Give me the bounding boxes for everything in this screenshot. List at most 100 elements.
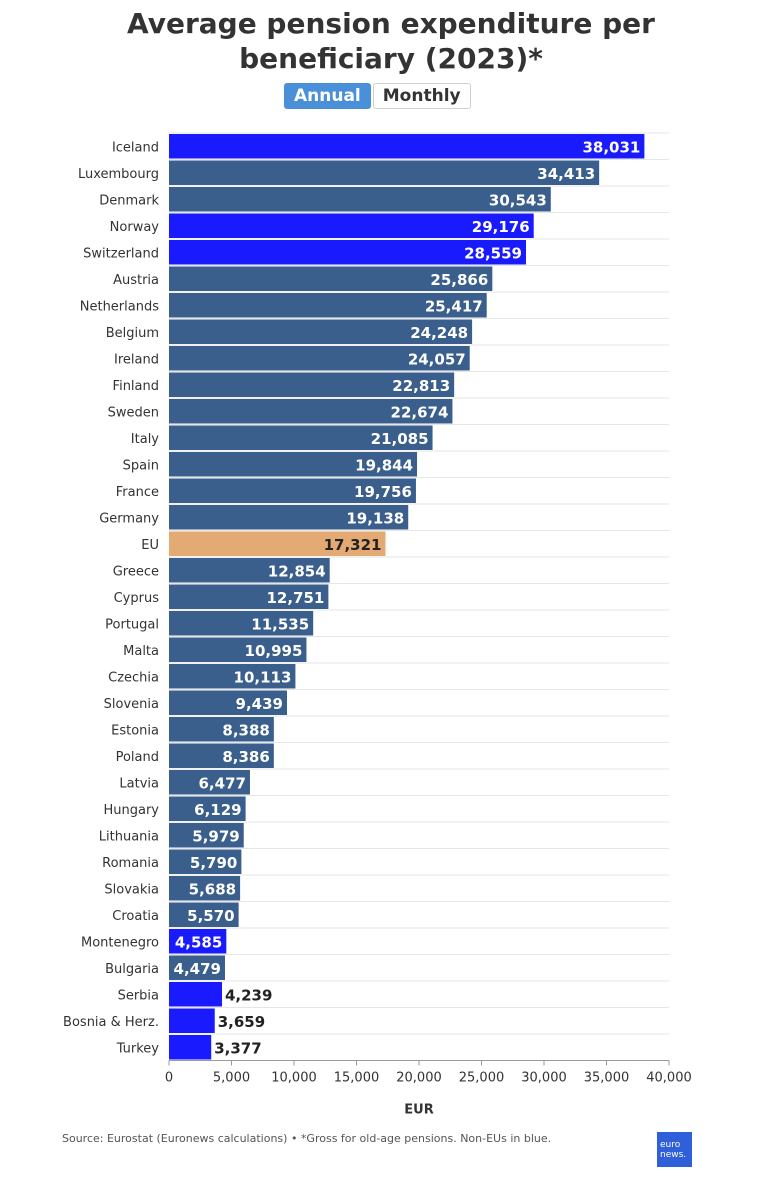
- bar: [169, 319, 473, 344]
- value-label: 19,756: [354, 483, 412, 501]
- category-label: Germany: [99, 511, 159, 526]
- value-label: 5,979: [192, 827, 239, 845]
- bar: [169, 346, 470, 371]
- category-label: Bulgaria: [105, 962, 159, 977]
- category-label: Hungary: [103, 803, 159, 818]
- chart-title-line-1: Average pension expenditure per: [127, 7, 655, 40]
- bar: [169, 770, 250, 795]
- bar: [169, 823, 244, 848]
- bar: [169, 293, 487, 318]
- value-label: 25,866: [430, 271, 488, 289]
- x-tick-label: 20,000: [396, 1071, 442, 1086]
- source-note: Source: Eurostat (Euronews calculations)…: [62, 1132, 552, 1145]
- value-label: 38,031: [582, 138, 640, 156]
- bar: [169, 558, 330, 583]
- value-label: 19,844: [355, 456, 413, 474]
- chart-title-line-2: beneficiary (2023)*: [239, 42, 543, 75]
- x-tick-label: 40,000: [646, 1071, 692, 1086]
- euronews-logo: euro news.: [657, 1132, 692, 1167]
- value-label: 4,479: [174, 960, 221, 978]
- bar: [169, 611, 314, 636]
- bar: [169, 982, 222, 1007]
- category-label: Cyprus: [114, 591, 160, 606]
- value-label: 22,674: [391, 403, 449, 421]
- bar: [169, 1035, 212, 1060]
- bar: [169, 1008, 215, 1033]
- category-label: Spain: [123, 458, 159, 473]
- value-label: 5,570: [187, 907, 234, 925]
- category-label: Norway: [110, 220, 160, 235]
- bar: [169, 531, 386, 556]
- bar: [169, 584, 329, 609]
- x-tick-label: 30,000: [521, 1071, 567, 1086]
- category-label: Belgium: [106, 326, 159, 341]
- value-label: 30,543: [489, 191, 547, 209]
- category-label: Finland: [113, 379, 159, 394]
- monthly-toggle-button[interactable]: Monthly: [372, 83, 471, 109]
- category-label: Denmark: [99, 193, 159, 208]
- value-label: 25,417: [425, 297, 483, 315]
- x-tick-label: 25,000: [459, 1071, 505, 1086]
- bar: [169, 929, 227, 954]
- category-label: Austria: [113, 273, 159, 288]
- bar: [169, 955, 225, 980]
- value-label: 21,085: [371, 430, 429, 448]
- x-tick-label: 5,000: [213, 1071, 250, 1086]
- category-label: Croatia: [112, 909, 159, 924]
- bar: [169, 717, 274, 742]
- bar-chart: Iceland 38,031 Luxembourg 34,413 Denmark 30,5…: [63, 132, 692, 1118]
- category-label: Ireland: [114, 352, 159, 367]
- x-tick-label: 10,000: [271, 1071, 317, 1086]
- category-label: Malta: [123, 644, 159, 659]
- bar: [169, 796, 246, 821]
- bar: [169, 266, 493, 291]
- category-label: Netherlands: [80, 299, 159, 314]
- value-label: 12,751: [266, 589, 324, 607]
- category-label: Switzerland: [83, 246, 159, 261]
- category-label: Poland: [116, 750, 159, 765]
- bar: [169, 849, 242, 874]
- category-label: Serbia: [118, 988, 159, 1003]
- value-label: 8,386: [222, 748, 269, 766]
- x-tick-label: 15,000: [334, 1071, 380, 1086]
- x-tick-label: 0: [165, 1071, 173, 1086]
- value-label: 4,239: [225, 986, 272, 1004]
- value-label: 19,138: [346, 509, 404, 527]
- annual-toggle-button[interactable]: Annual: [284, 83, 371, 109]
- category-label: France: [116, 485, 159, 500]
- bar: [169, 664, 296, 689]
- category-label: Montenegro: [81, 935, 159, 950]
- bar: [169, 425, 433, 450]
- category-label: Romania: [102, 856, 159, 871]
- bar: [169, 876, 241, 901]
- category-label: Sweden: [108, 405, 159, 420]
- value-label: 5,688: [189, 880, 236, 898]
- value-label: 8,388: [222, 721, 269, 739]
- category-label: EU: [141, 538, 159, 553]
- category-label: Slovakia: [104, 882, 159, 897]
- value-label: 17,321: [324, 536, 382, 554]
- bar: [169, 213, 534, 238]
- category-label: Turkey: [116, 1041, 160, 1056]
- bar: [169, 743, 274, 768]
- bar: [169, 187, 551, 212]
- value-label: 4,585: [175, 933, 222, 951]
- bar: [169, 160, 600, 185]
- value-label: 34,413: [537, 165, 595, 183]
- logo-text-line-2: news.: [660, 1150, 687, 1160]
- value-label: 12,854: [268, 562, 326, 580]
- value-label: 22,813: [392, 377, 450, 395]
- bar: [169, 505, 409, 530]
- bar: [169, 240, 526, 265]
- category-label: Lithuania: [99, 829, 159, 844]
- category-label: Latvia: [119, 776, 159, 791]
- category-label: Bosnia & Herz.: [63, 1015, 159, 1030]
- category-label: Iceland: [112, 140, 159, 155]
- value-label: 10,995: [245, 642, 303, 660]
- value-label: 9,439: [236, 695, 283, 713]
- value-label: 6,129: [194, 801, 241, 819]
- bar: [169, 690, 287, 715]
- bar: [169, 399, 453, 424]
- period-toggle: Annual Monthly: [284, 83, 471, 109]
- category-label: Greece: [113, 564, 159, 579]
